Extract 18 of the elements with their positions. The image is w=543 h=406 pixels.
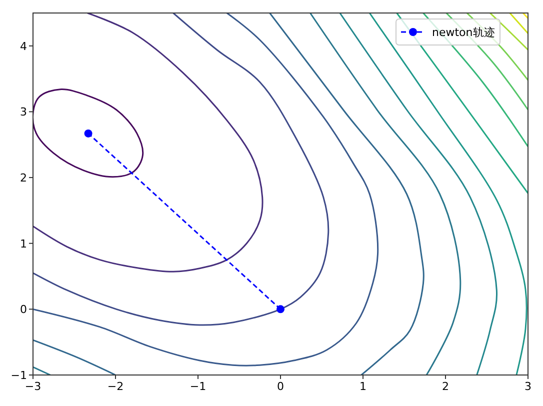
line-series bbox=[339, 13, 498, 375]
x-tick-label: 0 bbox=[277, 380, 284, 393]
x-tick-label: 3 bbox=[524, 380, 532, 393]
x-tick-label: −1 bbox=[190, 380, 206, 393]
y-tick-label: −1 bbox=[10, 369, 27, 382]
x-tick-label: −2 bbox=[107, 380, 124, 393]
y-tick-label: 4 bbox=[20, 40, 27, 53]
line-series bbox=[33, 13, 264, 272]
y-tick-label: 3 bbox=[20, 106, 27, 119]
line-series bbox=[368, 13, 528, 375]
y-tick-label: 0 bbox=[20, 303, 27, 316]
y-tick-label: 2 bbox=[20, 172, 27, 185]
x-tick-label: 2 bbox=[442, 380, 449, 393]
x-tick-label: 1 bbox=[360, 380, 366, 393]
line-series bbox=[33, 13, 330, 326]
y-tick-label: 1 bbox=[20, 237, 27, 250]
legend-label: newton轨迹 bbox=[432, 26, 495, 39]
x-tick-label: −3 bbox=[24, 380, 42, 393]
